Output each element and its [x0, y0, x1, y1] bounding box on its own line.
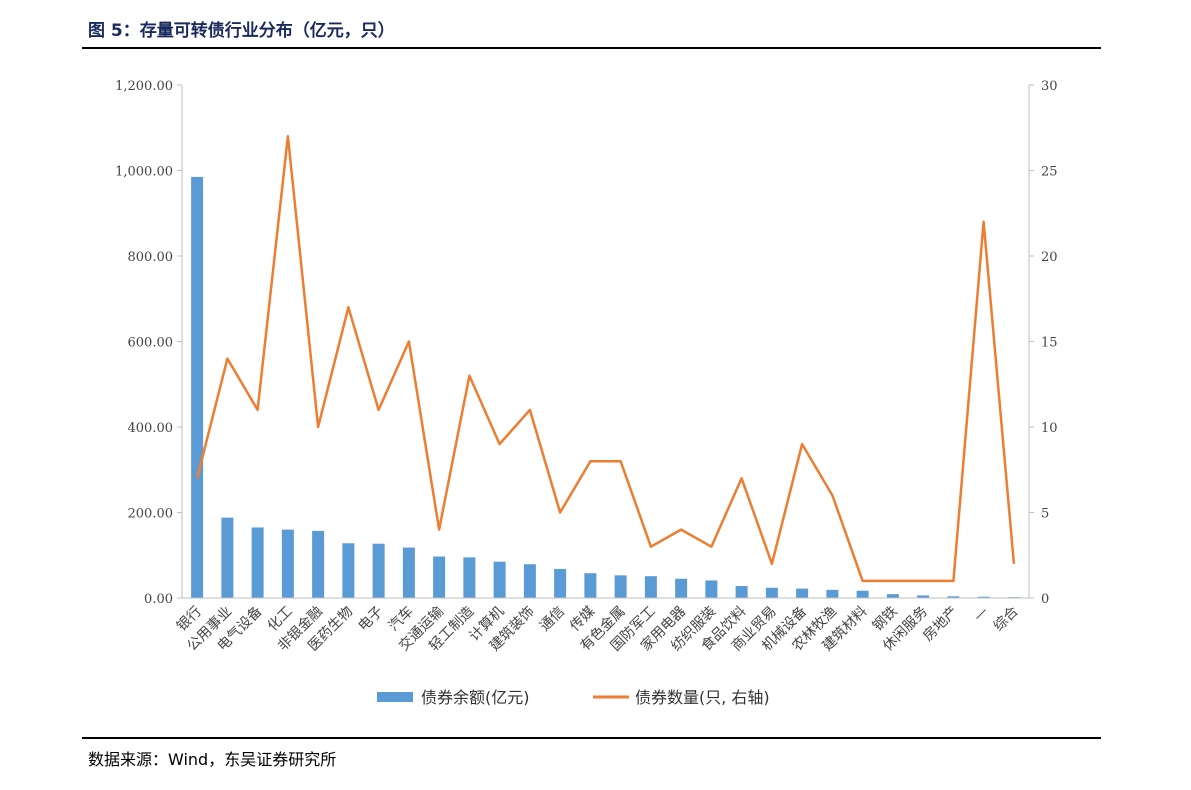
bar-balance	[584, 573, 597, 598]
right-tick-label: 30	[1041, 79, 1058, 94]
bar-balance	[523, 564, 536, 598]
right-tick-label: 20	[1041, 250, 1058, 265]
chart-title: 图 5：存量可转债行业分布（亿元，只）	[88, 21, 395, 41]
left-tick-label: 1,000.00	[115, 165, 173, 180]
bar-balance	[191, 176, 204, 598]
legend-label-balance: 债券余额(亿元)	[421, 688, 530, 707]
legend-swatch-balance	[377, 692, 413, 702]
plot-area	[191, 135, 1020, 598]
right-tick-label: 0	[1041, 592, 1049, 607]
left-tick-label: 400.00	[128, 421, 174, 436]
bar-balance	[675, 578, 688, 598]
bar-balance	[735, 586, 748, 598]
category-label: 通信	[537, 604, 568, 635]
bar-balance	[765, 587, 778, 598]
bar-balance	[977, 596, 990, 598]
bottom-rule	[82, 737, 1101, 739]
category-label: 综合	[991, 604, 1022, 635]
right-tick-label: 10	[1041, 421, 1058, 436]
bar-balance	[796, 588, 809, 598]
legend-label-count: 债券数量(只, 右轴)	[635, 688, 770, 707]
bar-balance	[342, 543, 355, 598]
line-count	[195, 135, 1016, 583]
category-label: —	[970, 604, 991, 625]
bar-balance	[947, 596, 960, 598]
bar-balance	[614, 575, 627, 598]
bar-balance	[886, 594, 899, 598]
chart-legend: 债券余额(亿元) 债券数量(只, 右轴)	[377, 688, 770, 707]
right-tick-label: 5	[1041, 507, 1049, 522]
left-tick-label: 1,200.00	[115, 79, 173, 94]
top-rule	[82, 47, 1101, 49]
right-tick-label: 15	[1041, 336, 1058, 351]
source-note: 数据来源：Wind，东吴证券研究所	[88, 750, 337, 769]
bar-balance	[856, 590, 869, 598]
left-tick-label: 800.00	[128, 250, 174, 265]
bar-balance	[705, 580, 718, 598]
bar-balance	[644, 576, 657, 598]
bar-balance	[372, 543, 385, 598]
bar-balance	[221, 517, 234, 598]
bar-balance	[251, 527, 264, 598]
bar-balance	[312, 530, 325, 598]
bar-balance	[493, 561, 506, 598]
left-tick-label: 200.00	[128, 507, 174, 522]
bar-balance	[402, 547, 415, 598]
bar-balance	[917, 595, 930, 598]
right-tick-label: 25	[1041, 165, 1058, 180]
left-tick-label: 0.00	[144, 592, 173, 607]
left-tick-label: 600.00	[128, 336, 174, 351]
bar-balance	[463, 557, 476, 598]
bar-balance	[554, 568, 567, 598]
bar-balance	[826, 589, 839, 598]
category-label: 房地产	[920, 604, 961, 645]
category-label: 电子	[355, 604, 386, 635]
bar-balance	[433, 556, 446, 598]
bar-balance	[281, 529, 294, 598]
